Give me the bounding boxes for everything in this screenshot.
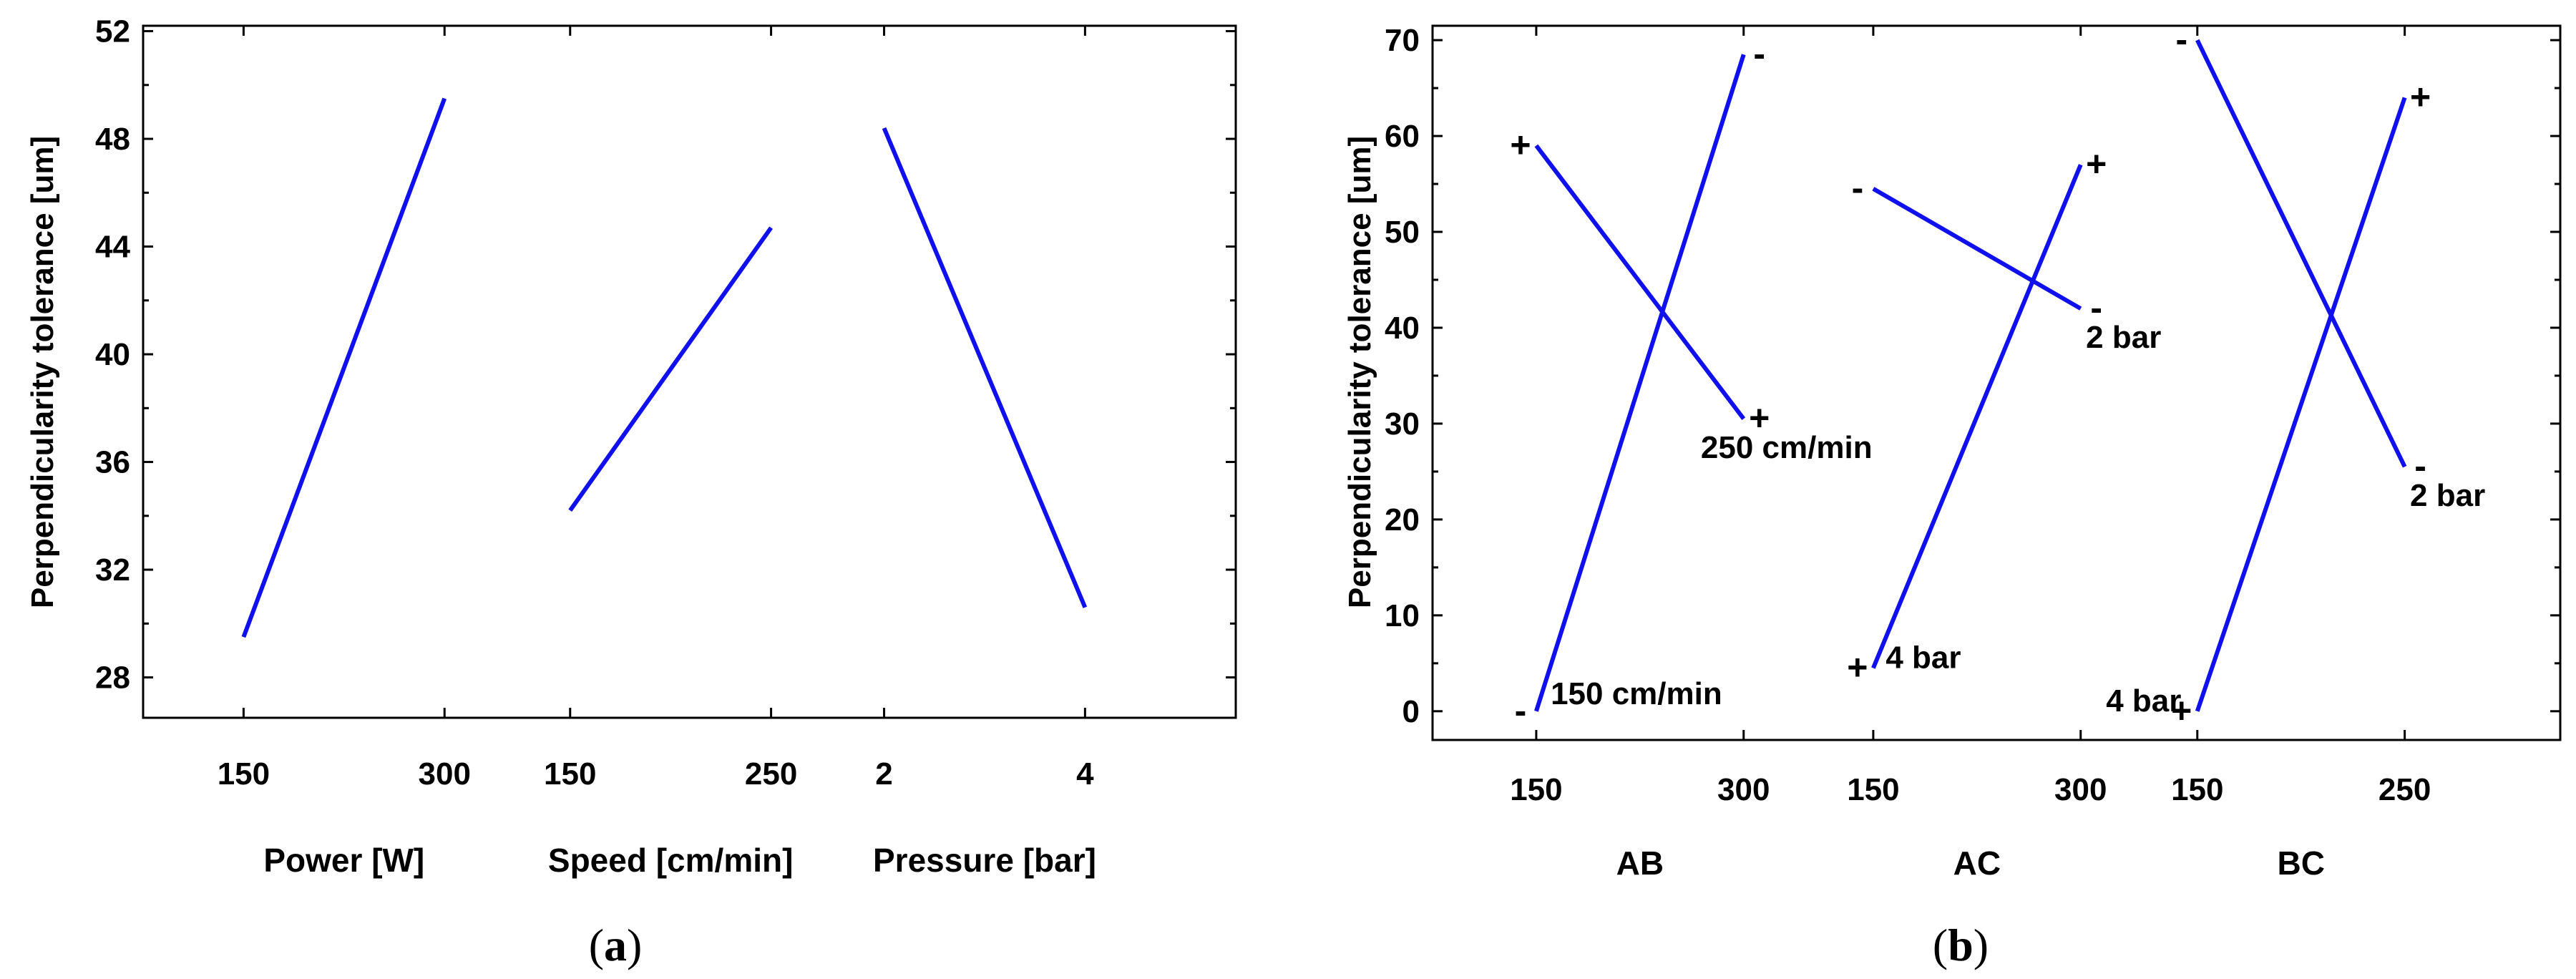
a-y-tick-label: 36 — [95, 445, 130, 480]
panel-b-interaction-line — [2195, 39, 2407, 468]
panel-b-level-sign: + — [2410, 77, 2431, 117]
b-y-tick-label: 60 — [1385, 119, 1420, 154]
panel-a-factor-label: Power [W] — [263, 842, 424, 879]
a-y-tick-label: 40 — [95, 337, 130, 372]
b-y-tick-label: 10 — [1385, 598, 1420, 633]
panel-b-y-axis-title: Perpendicularity tolerance [um] — [1342, 136, 1377, 608]
panel-b-interaction-label: AB — [1616, 844, 1664, 882]
panel-b-level-note: 4 bar — [1885, 641, 1961, 676]
panel-b-y-ticks: 0 10 20 30 40 50 60 70 — [1385, 23, 2560, 740]
panel-b-x-labels: 150 300 AB 150 300 AC 150 250 BC — [1510, 772, 2431, 882]
panel-b-level-sign: - — [1852, 168, 1864, 208]
panel-a-x-high-label: 4 — [1076, 756, 1094, 792]
panel-b-level-sign: - — [2175, 19, 2187, 59]
panel-b-x-high-label: 250 — [2379, 772, 2431, 807]
panel-a-x-low-label: 150 — [544, 756, 596, 792]
panel-b-x-low-label: 150 — [1847, 772, 1899, 807]
b-y-tick-label: 50 — [1385, 215, 1420, 250]
panel-a-factor-label: Pressure [bar] — [873, 842, 1096, 879]
b-y-tick-label: 20 — [1385, 502, 1420, 537]
panel-a-x-high-label: 250 — [745, 756, 797, 792]
panel-a-plot-frame — [142, 24, 1237, 719]
a-y-tick-label: 48 — [95, 122, 130, 157]
panel-a-x-labels: 150 300 Power [W] 150 250 Speed [cm/min] 2 4 Pre… — [218, 756, 1096, 879]
panel-b-level-sign: - — [2414, 446, 2426, 486]
panel-b-interaction-line — [1871, 164, 2083, 669]
b-y-tick-label: 70 — [1385, 23, 1420, 58]
panel-a-x-low-label: 150 — [218, 756, 270, 792]
a-y-tick-label: 44 — [95, 230, 130, 265]
panel-b-interaction-line — [1534, 144, 1746, 421]
panel-b-interaction-line — [2195, 97, 2407, 712]
panel-b-series: ++250 cm/min--150 cm/min--2 bar++4 bar--… — [1510, 19, 2485, 731]
panel-b-chart: Perpendicularity tolerance [um] 0 10 20 30 4… — [1342, 19, 2562, 970]
panel-b-interaction-label: AC — [1953, 844, 2001, 882]
panel-b-level-sign: - — [1753, 34, 1765, 74]
panel-b-x-low-label: 150 — [1510, 772, 1562, 807]
panel-b-interaction-line — [1534, 54, 1746, 712]
panel-b-level-sign: + — [1510, 125, 1531, 165]
panel-a-x-high-label: 300 — [419, 756, 471, 792]
panel-a-x-low-label: 2 — [875, 756, 892, 792]
panel-b-level-sign: - — [2090, 288, 2102, 328]
panel-a-series — [241, 97, 1088, 638]
panel-b-level-sign: + — [1749, 398, 1770, 438]
panel-b-x-low-label: 150 — [2171, 772, 2223, 807]
panel-b-plot-frame — [1431, 24, 2562, 741]
panel-b-level-note: 2 bar — [2410, 478, 2485, 513]
panel-b-interaction-line — [1872, 187, 2082, 311]
panel-b-level-sign: + — [2086, 144, 2107, 184]
b-y-tick-label: 0 — [1402, 694, 1420, 729]
panel-b-level-note: 4 bar — [2106, 683, 2181, 719]
panel-b-level-note: 250 cm/min — [1701, 430, 1873, 465]
panel-b-interaction-label: BC — [2277, 844, 2324, 882]
a-y-tick-label: 28 — [95, 661, 130, 696]
panel-b-x-high-label: 300 — [2054, 772, 2107, 807]
panel-b-level-note: 2 bar — [2086, 320, 2161, 355]
b-y-tick-label: 30 — [1385, 406, 1420, 442]
panel-a-main-effect-line — [882, 127, 1088, 608]
panel-b-label: (b) — [1933, 920, 1989, 970]
panel-b-level-note: 150 cm/min — [1551, 676, 1722, 711]
a-y-tick-label: 52 — [95, 14, 130, 49]
panel-a-chart: Perpendicularity tolerance [um] 28 32 36 40… — [25, 14, 1237, 970]
a-y-tick-label: 32 — [95, 552, 130, 588]
panel-b-x-high-label: 300 — [1717, 772, 1770, 807]
b-y-tick-label: 40 — [1385, 311, 1420, 346]
panel-a-y-axis-title: Perpendicularity tolerance [um] — [25, 136, 60, 608]
panel-a-factor-label: Speed [cm/min] — [548, 842, 794, 879]
panel-a-label: (a) — [589, 920, 643, 970]
panel-b-level-sign: - — [1515, 691, 1527, 731]
panel-a-main-effect-line — [568, 226, 774, 512]
panel-b-level-sign: + — [2171, 691, 2192, 731]
panel-a-main-effect-line — [241, 97, 447, 638]
panel-b-level-sign: + — [1847, 648, 1868, 688]
panel-a-y-ticks: 28 32 36 40 44 48 52 — [95, 14, 1236, 718]
